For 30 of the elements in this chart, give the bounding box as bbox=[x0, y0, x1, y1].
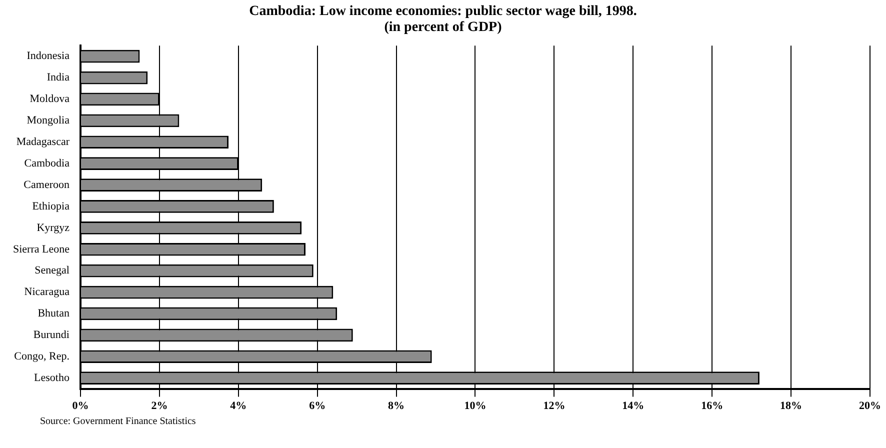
y-tick-label: Burundi bbox=[33, 329, 70, 342]
y-tick-label: Nicaragua bbox=[24, 286, 70, 298]
y-tick-label: Sierra Leone bbox=[13, 243, 70, 256]
x-tick-label: 18% bbox=[780, 400, 802, 412]
y-tick-label: Cameroon bbox=[24, 178, 70, 191]
y-tick-label: Lesotho bbox=[34, 372, 70, 384]
y-tick-label: Senegal bbox=[34, 264, 70, 277]
y-tick-label: Ethiopia bbox=[32, 200, 70, 212]
y-tick-label: Mongolia bbox=[26, 114, 70, 127]
y-tick-label: Cambodia bbox=[24, 157, 70, 170]
y-tick-label: Congo, Rep. bbox=[14, 350, 70, 363]
x-tick-label: 8% bbox=[388, 400, 405, 412]
x-tick-label: 12% bbox=[543, 400, 566, 412]
y-tick-label: Madagascar bbox=[16, 136, 70, 148]
y-tick-label: Kyrgyz bbox=[36, 222, 70, 234]
y-tick-label: Indonesia bbox=[26, 50, 70, 62]
source-note: Source: Government Finance Statistics bbox=[40, 416, 197, 427]
y-tick-label: Bhutan bbox=[38, 308, 70, 320]
x-tick-label: 16% bbox=[701, 400, 724, 412]
x-tick-label: 10% bbox=[464, 400, 486, 412]
x-tick-label: 2% bbox=[151, 400, 168, 412]
y-tick-label: India bbox=[46, 72, 70, 84]
chart-title: Cambodia: Low income economies: public sector wage bill, 1998. bbox=[248, 4, 638, 20]
x-tick-label: 4% bbox=[230, 400, 247, 412]
x-tick-label: 20% bbox=[859, 400, 881, 412]
x-tick-label: 14% bbox=[622, 400, 644, 412]
x-tick-label: 0% bbox=[72, 400, 89, 412]
chart-subtitle: (in percent of GDP) bbox=[383, 20, 503, 36]
x-tick-label: 6% bbox=[309, 400, 326, 412]
y-tick-label: Moldova bbox=[30, 93, 70, 106]
